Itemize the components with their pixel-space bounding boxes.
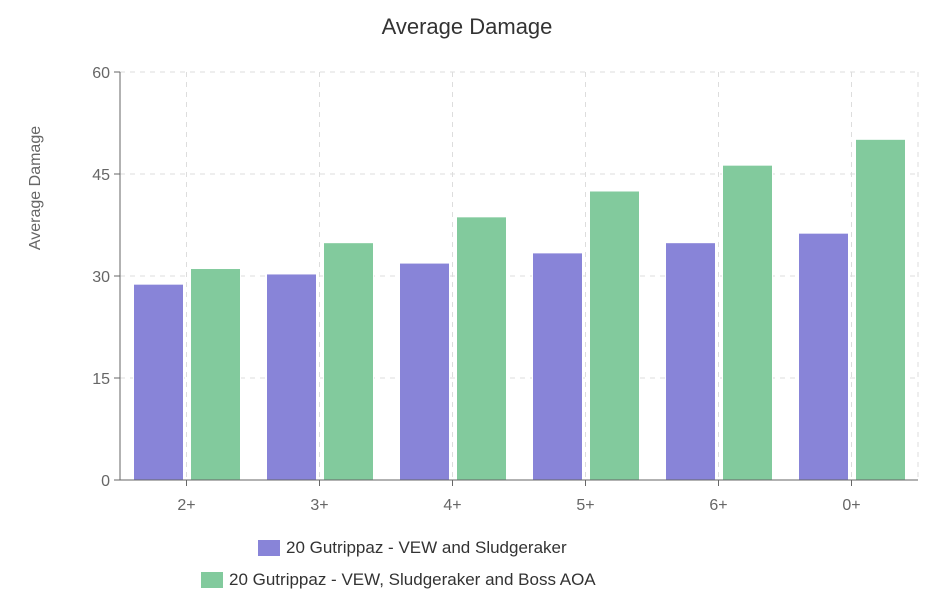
y-tick-label: 15	[92, 371, 110, 388]
x-tick-label: 6+	[709, 497, 727, 514]
x-tick-label: 0+	[842, 497, 860, 514]
bar-1-3+	[266, 273, 317, 481]
legend-swatch	[258, 540, 280, 556]
x-tick-label: 4+	[443, 497, 461, 514]
chart-title: Average Damage	[382, 14, 553, 39]
x-tick-label: 5+	[576, 497, 594, 514]
bar-1-4+	[399, 262, 450, 481]
y-tick-label: 30	[92, 269, 110, 286]
bar-1-5+	[532, 252, 583, 481]
bar-1-2+	[133, 283, 184, 481]
y-axis-label: Average Damage	[27, 126, 44, 250]
legend-label: 20 Gutrippaz - VEW, Sludgeraker and Boss…	[229, 570, 596, 589]
bar-2-6+	[722, 164, 773, 481]
bar-1-0+	[798, 232, 849, 481]
legend-item-series-1[interactable]: 20 Gutrippaz - VEW and Sludgeraker	[258, 538, 567, 558]
bar-2-4+	[456, 216, 507, 481]
legend-item-series-2[interactable]: 20 Gutrippaz - VEW, Sludgeraker and Boss…	[201, 570, 596, 590]
x-tick-label: 3+	[310, 497, 328, 514]
bar-2-2+	[190, 268, 241, 481]
x-tick-label: 2+	[177, 497, 195, 514]
bar-2-5+	[589, 190, 640, 481]
bar-1-6+	[665, 242, 716, 481]
y-tick-label: 45	[92, 167, 110, 184]
legend-swatch	[201, 572, 223, 588]
bar-2-3+	[323, 242, 374, 481]
bar-2-0+	[855, 138, 906, 481]
y-tick-label: 0	[101, 473, 110, 490]
y-tick-label: 60	[92, 65, 110, 82]
legend-label: 20 Gutrippaz - VEW and Sludgeraker	[286, 538, 567, 557]
